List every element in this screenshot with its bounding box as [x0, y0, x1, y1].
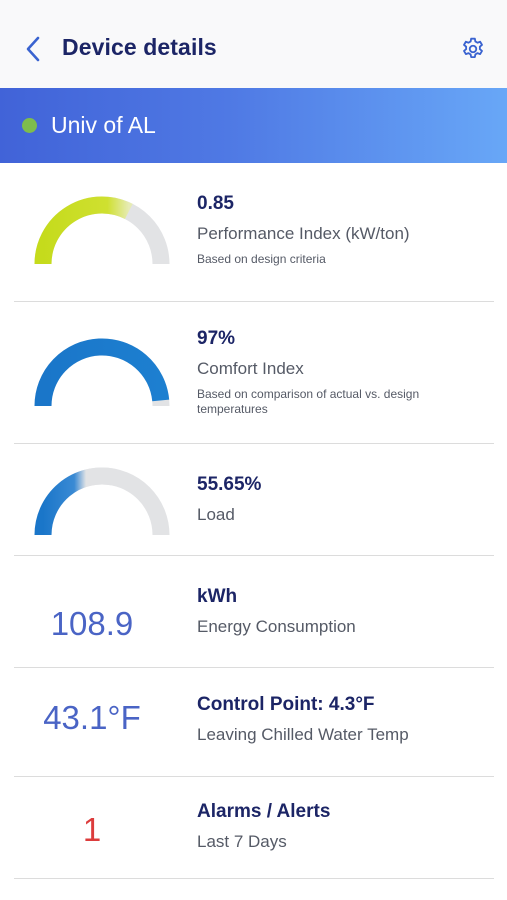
comfort-value: 97% — [197, 328, 236, 349]
performance-gauge — [33, 193, 171, 267]
energy-info: kWh Energy Consumption — [197, 586, 356, 637]
chilled-water-label: Leaving Chilled Water Temp — [197, 725, 409, 744]
alarms-title: Alarms / Alerts — [197, 801, 331, 822]
site-banner: Univ of AL — [0, 88, 507, 163]
performance-label: Performance Index (kW/ton) — [197, 224, 410, 243]
load-info: 55.65% Load — [197, 474, 261, 525]
alarms-info: Alarms / Alerts Last 7 Days — [197, 801, 330, 852]
page-title: Device details — [62, 34, 217, 60]
control-point: Control Point: 4.3°F — [197, 694, 375, 715]
comfort-sublabel: Based on comparison of actual vs. design… — [197, 387, 420, 416]
divider — [14, 555, 494, 556]
load-label: Load — [197, 505, 235, 524]
site-name: Univ of AL — [51, 112, 156, 138]
alarm-count: 1 — [82, 811, 102, 848]
divider — [14, 878, 494, 879]
back-button[interactable] — [18, 32, 48, 66]
readout-row-energy[interactable]: 108.9 kWh Energy Consumption — [0, 556, 507, 668]
readout-row-alarms[interactable]: 1 Alarms / Alerts Last 7 Days — [0, 777, 507, 879]
divider — [14, 443, 494, 444]
chilled-water-info: Control Point: 4.3°F Leaving Chilled Wat… — [197, 694, 409, 745]
divider — [14, 776, 494, 777]
gauge-fill — [34, 196, 133, 265]
settings-button[interactable] — [458, 34, 488, 64]
metric-row-load[interactable]: 55.65% Load — [0, 444, 507, 556]
gear-icon — [463, 37, 483, 59]
performance-sublabel: Based on design criteria — [197, 252, 326, 266]
energy-unit: kWh — [197, 586, 238, 607]
load-value: 55.65% — [197, 474, 262, 495]
comfort-info: 97% Comfort Index Based on comparison of… — [197, 328, 467, 417]
metric-row-performance[interactable]: 0.85 Performance Index (kW/ton) Based on… — [0, 163, 507, 302]
divider — [14, 667, 494, 668]
app-header: Device details — [0, 0, 507, 88]
energy-value: 108.9 — [50, 605, 134, 642]
metric-row-comfort[interactable]: 97% Comfort Index Based on comparison of… — [0, 302, 507, 444]
comfort-gauge — [33, 335, 171, 409]
chilled-water-temp-value: 43.1°F — [43, 699, 141, 736]
gauge-fill — [34, 338, 170, 407]
performance-info: 0.85 Performance Index (kW/ton) Based on… — [197, 193, 467, 267]
chevron-left-icon — [26, 36, 40, 62]
readout-row-chilled-water[interactable]: 43.1°F Control Point: 4.3°F Leaving Chil… — [0, 668, 507, 777]
performance-value: 0.85 — [197, 193, 234, 214]
divider — [14, 301, 494, 302]
comfort-label: Comfort Index — [197, 359, 304, 378]
alarms-label: Last 7 Days — [197, 832, 287, 851]
status-dot — [22, 118, 37, 133]
energy-label: Energy Consumption — [197, 617, 356, 636]
gauge-fill — [34, 467, 114, 536]
load-gauge — [33, 464, 171, 538]
